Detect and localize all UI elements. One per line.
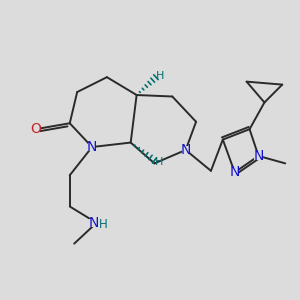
Bar <box>89 219 104 227</box>
Text: H: H <box>156 71 165 81</box>
Bar <box>254 152 263 160</box>
Bar <box>88 143 96 151</box>
Bar <box>182 146 190 154</box>
Text: N: N <box>87 140 97 154</box>
Bar <box>230 168 239 176</box>
Text: N: N <box>181 143 191 157</box>
Text: O: O <box>30 122 41 136</box>
Text: H: H <box>99 218 107 231</box>
Text: N: N <box>253 149 264 163</box>
Text: N: N <box>230 165 240 179</box>
Text: H: H <box>155 157 163 167</box>
Text: N: N <box>88 216 99 230</box>
Bar <box>31 125 40 134</box>
